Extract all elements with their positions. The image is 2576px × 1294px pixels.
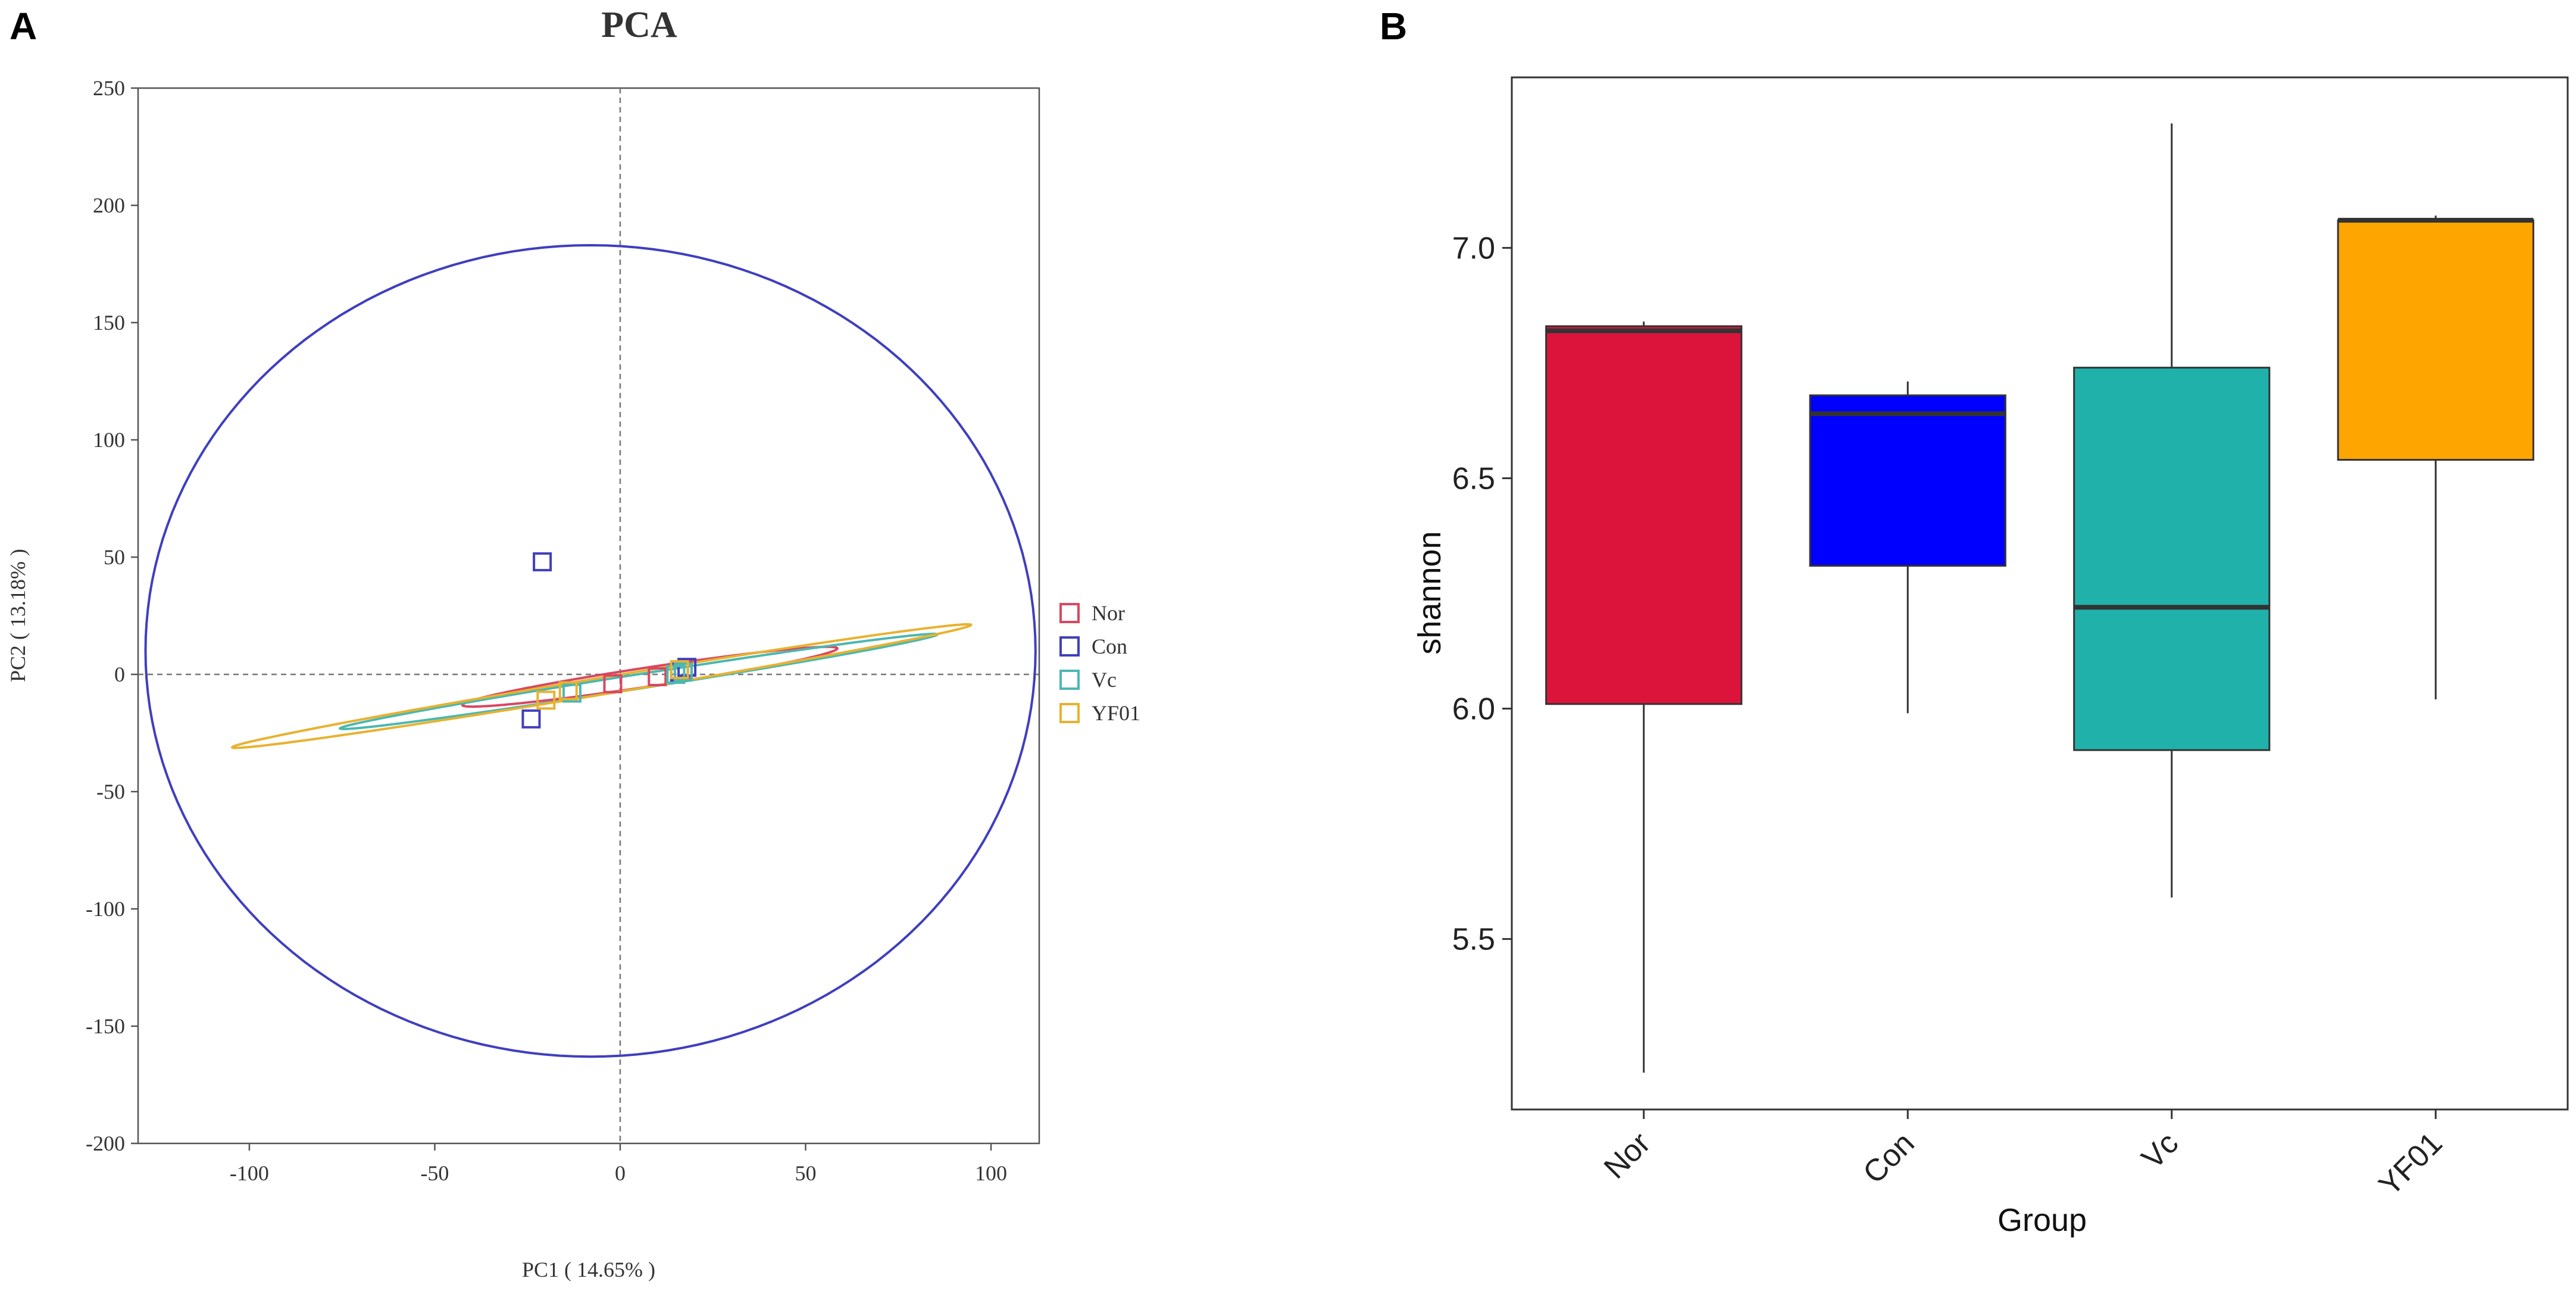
- panel-letter-b: B: [1380, 5, 1407, 48]
- pca-y-tick-label: 50: [104, 545, 125, 569]
- pca-ellipse-vc: [338, 632, 939, 730]
- pca-point-nor: [648, 667, 667, 686]
- pca-x-tick-label: 50: [795, 1161, 816, 1185]
- pca-legend-label-vc: Vc: [1092, 668, 1117, 692]
- pca-x-tick-label: -100: [230, 1161, 269, 1185]
- pca-point-con: [533, 552, 552, 571]
- pca-legend: Nor Con Vc YF01: [1059, 601, 1140, 725]
- box-yf01: [2337, 219, 2534, 461]
- box-x-tick-label-nor: Nor: [1598, 1126, 1657, 1185]
- pca-point-nor: [603, 674, 623, 693]
- pca-y-tick-label: 100: [93, 428, 125, 452]
- pca-y-tick-label: 250: [93, 76, 125, 100]
- pca-legend-label-con: Con: [1092, 635, 1127, 658]
- pca-legend-swatch-vc: [1059, 670, 1080, 690]
- boxplot-y-axis-label: shannon: [1412, 531, 1448, 654]
- pca-x-tick-label: -50: [420, 1161, 449, 1185]
- box-con: [1809, 394, 2006, 567]
- pca-point-yf01: [536, 690, 556, 710]
- pca-y-tick-label: -50: [96, 780, 125, 804]
- pca-x-axis-label: PC1 ( 14.65% ): [522, 1258, 655, 1282]
- pca-legend-swatch-con: [1059, 636, 1080, 657]
- pca-x-axis: -100 -50 0 50 100: [230, 1143, 1007, 1185]
- box-y-tick-label: 6.5: [1452, 461, 1495, 496]
- pca-legend-swatch-yf01: [1059, 703, 1080, 723]
- pca-y-tick-label: 0: [114, 662, 125, 686]
- box-x-tick-label-con: Con: [1856, 1126, 1921, 1190]
- boxplot-boxes: [1545, 123, 2534, 1073]
- boxplot-y-axis: 5.5 6.0 6.5 7.0: [1452, 231, 1512, 957]
- pca-y-axis: -200 -150 -100 -50 0 50 100 150 200 250: [86, 76, 138, 1155]
- pca-ellipses: [144, 243, 1037, 1058]
- pca-ellipse-yf01: [230, 623, 973, 749]
- pca-point-yf01: [670, 660, 689, 680]
- pca-x-tick-label: 0: [615, 1161, 626, 1185]
- panel-letter-a: A: [10, 5, 37, 48]
- box-nor: [1545, 325, 1743, 705]
- pca-chart: PCA -100 -50 0 50 100 -200 -150 -100 -50 0 50 100 1…: [6, 5, 1140, 1282]
- pca-y-axis-label: PC2 ( 13.18% ): [6, 549, 30, 682]
- pca-point-yf01: [558, 681, 578, 701]
- box-y-tick-label: 5.5: [1452, 923, 1495, 957]
- boxplot-x-axis-label: Group: [1997, 1202, 2087, 1238]
- box-y-tick-label: 7.0: [1452, 231, 1495, 265]
- pca-points: [521, 552, 697, 729]
- pca-y-tick-label: -150: [86, 1014, 125, 1038]
- pca-reference-lines: [138, 88, 1039, 1143]
- boxplot-plot-frame: [1511, 76, 2569, 1111]
- boxplot-chart: 5.5 6.0 6.5 7.0 Nor Con Vc YF01 Group shannon: [1412, 76, 2569, 1238]
- box-x-tick-label-vc: Vc: [2135, 1126, 2185, 1176]
- pca-y-tick-label: -200: [86, 1132, 125, 1155]
- pca-point-vc: [673, 662, 693, 682]
- boxplot-x-axis: Nor Con Vc YF01: [1598, 1109, 2449, 1202]
- pca-y-tick-label: -100: [86, 897, 125, 921]
- box-x-tick-label-yf01: YF01: [2372, 1126, 2449, 1202]
- pca-title: PCA: [601, 5, 677, 45]
- pca-legend-swatch-nor: [1059, 603, 1080, 623]
- pca-plot-frame: [137, 87, 1040, 1145]
- pca-legend-label-yf01: YF01: [1092, 701, 1140, 725]
- pca-point-vc: [562, 683, 582, 703]
- pca-y-tick-label: 200: [93, 193, 125, 217]
- box-vc: [2073, 367, 2271, 751]
- box-y-tick-label: 6.0: [1452, 692, 1495, 727]
- pca-point-con: [521, 709, 541, 729]
- pca-ellipse-con: [144, 243, 1037, 1058]
- pca-y-tick-label: 150: [93, 311, 125, 335]
- pca-legend-label-nor: Nor: [1092, 601, 1125, 625]
- pca-x-tick-label: 100: [975, 1161, 1007, 1185]
